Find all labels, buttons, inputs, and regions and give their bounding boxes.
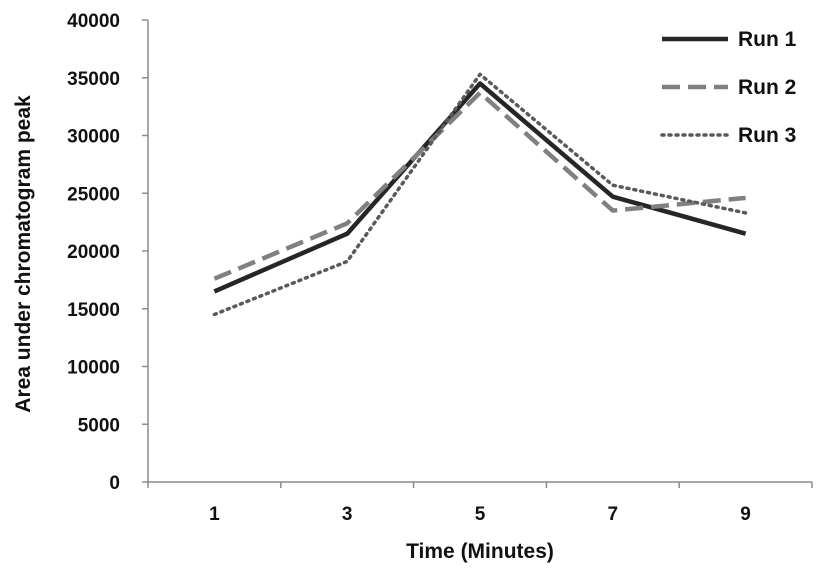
- y-tick-label: 40000: [67, 11, 120, 32]
- y-tick-label: 0: [109, 473, 120, 494]
- y-tick-label: 25000: [67, 184, 120, 205]
- x-tick-label: 3: [342, 504, 353, 525]
- y-tick-label: 35000: [67, 69, 120, 90]
- series-line-run-1: [213, 81, 747, 294]
- legend-item: Run 2: [662, 76, 796, 99]
- x-tick-label: 1: [209, 504, 220, 525]
- x-tick-label: 5: [475, 504, 486, 525]
- x-tick-label: 9: [740, 504, 751, 525]
- y-tick-label: 5000: [78, 415, 120, 436]
- y-tick-label: 20000: [67, 242, 120, 263]
- x-tick-label: 7: [608, 504, 619, 525]
- legend-label: Run 2: [738, 76, 796, 99]
- x-axis-ticks: 1 3 5 7 9: [147, 482, 813, 525]
- legend-item: Run 1: [662, 28, 797, 51]
- y-tick-label: 15000: [67, 300, 120, 321]
- series-line-run-2: [213, 90, 746, 281]
- x-axis-title: Time (Minutes): [406, 540, 554, 563]
- y-tick-label: 30000: [67, 127, 120, 148]
- legend: Run 1 Run 2 Run 3: [660, 28, 797, 147]
- legend-label: Run 1: [738, 28, 797, 51]
- series-lines: [212, 72, 748, 317]
- legend-item: Run 3: [660, 124, 796, 147]
- y-tick-label: 10000: [67, 358, 120, 379]
- y-axis-title: Area under chromatogram peak: [12, 95, 35, 413]
- plot-area: 0 5000 10000 15000 20000 25000 30000 35000 40000…: [67, 11, 813, 525]
- legend-label: Run 3: [738, 124, 796, 147]
- y-axis-ticks: 0 5000 10000 15000 20000 25000 30000 35000 40000: [67, 11, 148, 494]
- series-line-run-3: [212, 72, 748, 317]
